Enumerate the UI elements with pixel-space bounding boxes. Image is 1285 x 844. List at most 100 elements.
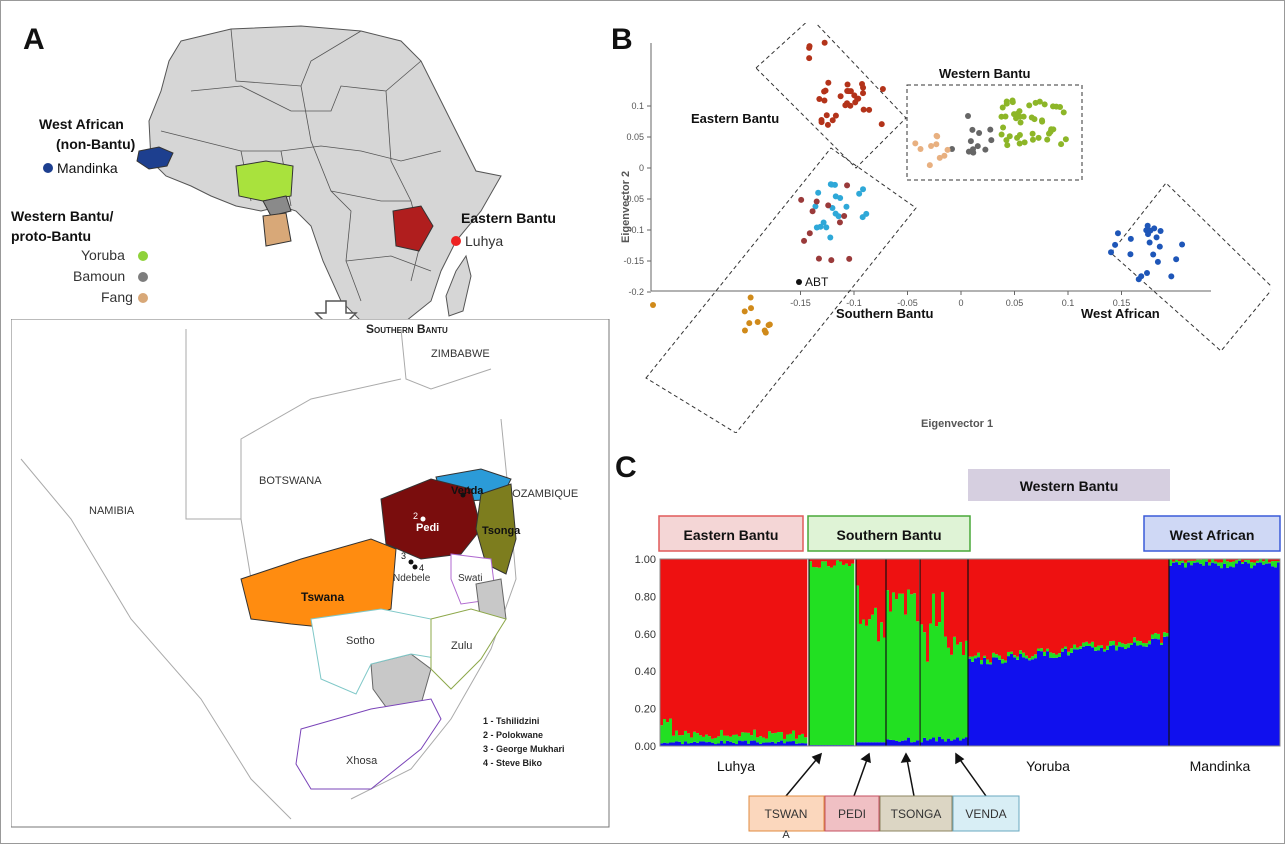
adm-bar-green: [1226, 561, 1230, 568]
southern-blue-point: [815, 189, 822, 196]
adm-bar-blue: [1259, 562, 1263, 746]
adm-bar-green: [741, 732, 745, 742]
subgroup-venda: VENDA: [965, 807, 1006, 821]
adm-bar-red: [1256, 559, 1260, 561]
adm-bar-red: [699, 559, 703, 736]
adm-bar-red: [971, 559, 975, 657]
adm-bar-green: [1178, 561, 1182, 565]
adm-bar-green: [1160, 642, 1164, 645]
adm-bar-red: [815, 559, 819, 568]
southern-blue-point: [832, 193, 839, 200]
southern-blue-point: [859, 214, 866, 221]
adm-bar-green: [1268, 562, 1272, 564]
adm-bar-blue: [669, 742, 673, 746]
adm-bar-green: [926, 661, 930, 741]
adm-bar-red: [678, 559, 682, 736]
subgroup-tswana-line1: TSWAN: [765, 807, 808, 821]
subgroup-box-venda: [952, 795, 1020, 832]
panel-letter-b: B: [611, 23, 633, 56]
southern-red-point: [815, 255, 822, 262]
adm-bar-green: [898, 593, 902, 742]
adm-bar-green: [738, 736, 742, 741]
adm-bar-red: [1049, 559, 1053, 653]
yoruba-point: [1003, 100, 1010, 107]
adm-bar-red: [1064, 559, 1068, 647]
adm-bar-green: [932, 593, 936, 738]
yoruba-point: [1044, 136, 1051, 143]
adm-bar-green: [1025, 655, 1029, 659]
adm-bar-green: [877, 641, 881, 743]
adm-bar-red: [842, 559, 846, 565]
adm-bar-green: [907, 589, 911, 738]
adm-bar-green: [759, 736, 763, 744]
pca-xtick-label-1: -0.1: [846, 298, 862, 308]
adm-bar-green: [708, 736, 712, 743]
adm-bar-green: [1058, 653, 1062, 657]
adm-bar-red: [1034, 559, 1038, 655]
adm-bar-red: [880, 559, 884, 623]
adm-bar-blue: [1274, 567, 1278, 746]
adm-bar-red: [732, 559, 736, 735]
adm-bar-green: [1103, 649, 1107, 652]
adm-bar-red: [1166, 559, 1170, 634]
southern-blue-point: [831, 181, 838, 188]
adm-bar-green: [842, 564, 846, 746]
adm-bar-red: [1229, 559, 1233, 563]
adm-ytick-2: 0.40: [635, 666, 656, 678]
eastern-point: [837, 93, 844, 100]
yoruba-point: [1041, 101, 1048, 108]
adm-bar-blue: [744, 740, 748, 746]
southern-red-point: [809, 208, 816, 215]
southern-orange-point: [754, 319, 761, 326]
adm-bar-green: [880, 622, 884, 743]
header-southern-bantu: [807, 515, 971, 552]
adm-bar-blue: [1187, 562, 1191, 746]
adm-bar-green: [786, 734, 790, 742]
country-mozambique: MOZAMBIQUE: [503, 488, 578, 500]
adm-ytick-1: 0.20: [635, 704, 656, 716]
africa-continent: [148, 25, 502, 322]
adm-bar-green: [711, 738, 715, 743]
adm-bar-red: [1010, 559, 1014, 652]
adm-bar-green: [998, 655, 1002, 660]
fang-point: [928, 143, 935, 150]
adm-bar-green: [986, 659, 990, 665]
adm-bar-red: [744, 559, 748, 733]
yoruba-point: [1028, 114, 1035, 121]
yoruba-point: [1003, 137, 1010, 144]
adm-bar-red: [913, 559, 917, 594]
adm-bar-red: [756, 559, 760, 738]
adm-bar-green: [1109, 641, 1113, 646]
adm-bar-blue: [953, 739, 957, 746]
adm-bar-green: [675, 730, 679, 742]
adm-bar-red: [702, 559, 706, 737]
adm-bar-blue: [1118, 646, 1122, 746]
southern-africa-map: Southern Bantu ZIMBABWE BOTSWANA NAMIBIA…: [11, 319, 610, 828]
adm-bar-red: [941, 559, 945, 592]
adm-bar-green: [672, 735, 676, 743]
eastern-point: [866, 106, 873, 113]
pca-xtick-label-6: 0.15: [1113, 298, 1131, 308]
adm-bar-red: [1244, 559, 1248, 561]
adm-bar-blue: [684, 741, 688, 746]
adm-bar-blue: [1253, 565, 1257, 746]
adm-bar-green: [1085, 641, 1089, 646]
adm-bar-green: [956, 644, 960, 738]
adm-bar-blue: [932, 737, 936, 746]
bamoun-dot: [138, 272, 148, 282]
adm-bar-red: [1187, 559, 1191, 561]
pca-label-southern: Southern Bantu: [836, 306, 934, 321]
region-xhosa: [295, 698, 442, 790]
adm-bar-red: [696, 559, 700, 734]
adm-bar-green: [1277, 561, 1281, 563]
adm-bar-green: [830, 567, 834, 746]
adm-bar-green: [1073, 644, 1077, 650]
pca-ytick-label-3: -0.05: [623, 194, 644, 204]
subgroup-pedi: PEDI: [838, 807, 866, 821]
adm-bar-red: [762, 559, 766, 738]
adm-bar-red: [812, 559, 816, 568]
adm-bar-green: [729, 736, 733, 742]
adm-bar-red: [1088, 559, 1092, 644]
southern-red-point: [846, 255, 853, 262]
adm-bar-green: [1130, 642, 1134, 645]
